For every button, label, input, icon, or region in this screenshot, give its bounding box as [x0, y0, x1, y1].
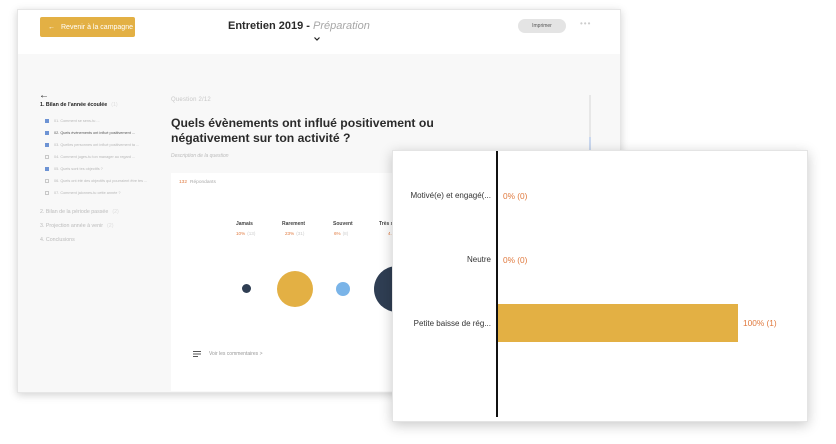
more-options-icon[interactable]: ••• [580, 19, 592, 28]
arrow-left-icon: ← [48, 23, 55, 31]
comments-list-icon [193, 351, 201, 357]
category-label: Jamais [236, 221, 253, 227]
section-count: (2) [112, 209, 119, 215]
category-percent: 4... [388, 231, 394, 236]
section-label: 2. Bilan de la période passée [40, 209, 109, 215]
back-to-campaign-button[interactable]: ← Revenir à la campagne [40, 17, 135, 37]
scrollbar-thumb[interactable] [589, 137, 591, 150]
category-label: Très s... [379, 221, 398, 227]
top-bar: ← Revenir à la campagne Entretien 2019 -… [18, 10, 620, 54]
page-title: Entretien 2019 - Préparation [228, 20, 370, 32]
percent-value: 23% [285, 231, 295, 236]
checkbox-checked-icon[interactable] [45, 131, 49, 135]
sidebar-section-3[interactable]: 3. Projection année à venir (2) [40, 223, 114, 229]
title-main: Entretien 2019 - [228, 20, 313, 32]
percent-count: (13) [247, 231, 256, 236]
category-percent: 6% (8) [334, 231, 348, 236]
chevron-down-icon[interactable] [313, 35, 321, 43]
sidebar-section-1[interactable]: 1. Bilan de l'année écoulée (1) [40, 102, 118, 108]
checkbox-checked-icon[interactable] [45, 167, 49, 171]
respondents-label: Répondants [190, 180, 216, 185]
section-label: 1. Bilan de l'année écoulée [40, 102, 108, 108]
section-label: 3. Projection année à venir [40, 223, 104, 229]
sidebar-subitem-3[interactable]: 03. Quelles personnes ont influé positiv… [45, 143, 139, 147]
percent-count: (31) [296, 231, 305, 236]
bar-value-2: 0% (0) [503, 255, 528, 265]
sidebar-section-4[interactable]: 4. Conclusions [40, 237, 79, 243]
category-percent: 23% (31) [285, 231, 304, 236]
sidebar-subitem-4[interactable]: 04. Comment juges-tu ton manager au rega… [45, 155, 135, 159]
percent-value: 10% [236, 231, 246, 236]
bar-value-1: 0% (0) [503, 191, 528, 201]
checkbox-unchecked-icon[interactable] [45, 191, 49, 195]
bar-label-2: Neutre [466, 255, 491, 264]
question-title: Quels évènements ont influé positivement… [171, 116, 434, 145]
see-comments-link[interactable]: Voir les commentaires > [193, 351, 263, 357]
bubble-rarement [277, 271, 313, 307]
category-percent: 10% (13) [236, 231, 255, 236]
chart-axis [496, 151, 498, 417]
respondents-count: 132 [179, 180, 188, 185]
title-sub: Préparation [312, 20, 370, 32]
bar-value-3: 100% (1) [743, 318, 777, 328]
back-button-label: Revenir à la campagne [61, 23, 133, 31]
checkbox-unchecked-icon[interactable] [45, 155, 49, 159]
comments-label: Voir les commentaires > [209, 351, 263, 357]
percent-value: 6% [334, 231, 341, 236]
subitem-label: 07. Comment jalonnes-tu cette année ? [54, 191, 121, 195]
subitem-label: 05. Quels sont tes objectifs ? [54, 167, 103, 171]
print-button[interactable]: Imprimer [518, 19, 566, 33]
results-card: 132 Répondants Jamais Rarement Souvent Tr… [171, 173, 420, 391]
bar-label-1: Motivé(e) et engagé(... [410, 191, 491, 200]
bar-3 [498, 304, 738, 342]
sidebar-section-2[interactable]: 2. Bilan de la période passée (2) [40, 209, 119, 215]
subitem-label: 01. Comment se sens-tu ... [54, 119, 100, 123]
checkbox-unchecked-icon[interactable] [45, 179, 49, 183]
bubble-jamais [242, 284, 251, 293]
sidebar-subitem-5[interactable]: 05. Quels sont tes objectifs ? [45, 167, 103, 171]
section-count: (2) [107, 223, 114, 229]
question-number: Question 2/12 [171, 97, 211, 103]
bar-label-3: Petite baisse de rég... [413, 319, 491, 328]
sidebar-back-arrow-icon[interactable]: ← [39, 90, 49, 101]
checkbox-checked-icon[interactable] [45, 119, 49, 123]
sidebar-subitem-6[interactable]: 06. Quels ont été des objectifs qui pour… [45, 179, 147, 183]
bubble-souvent [336, 282, 350, 296]
percent-value: 4... [388, 231, 394, 236]
respondents: 132 Répondants [179, 180, 216, 185]
section-count: (1) [111, 102, 118, 108]
percent-count: (8) [342, 231, 349, 236]
sidebar-subitem-1[interactable]: 01. Comment se sens-tu ... [45, 119, 100, 123]
subitem-label: 04. Comment juges-tu ton manager au rega… [54, 155, 136, 159]
category-label: Rarement [282, 221, 306, 227]
sidebar-subitem-7[interactable]: 07. Comment jalonnes-tu cette année ? [45, 191, 121, 195]
subitem-label: 03. Quelles personnes ont influé positiv… [54, 143, 140, 147]
sidebar-subitem-2[interactable]: 02. Quels évènements ont influé positive… [45, 131, 135, 135]
section-label: 4. Conclusions [40, 237, 75, 243]
subitem-label: 02. Quels évènements ont influé positive… [54, 131, 136, 135]
checkbox-checked-icon[interactable] [45, 143, 49, 147]
subitem-label: 06. Quels ont été des objectifs qui pour… [54, 179, 148, 183]
category-label: Souvent [333, 221, 353, 227]
question-description: Description de la question [171, 153, 229, 159]
bar-chart-panel: Motivé(e) et engagé(... Neutre Petite ba… [392, 150, 808, 422]
scrollbar-track[interactable] [589, 95, 591, 167]
